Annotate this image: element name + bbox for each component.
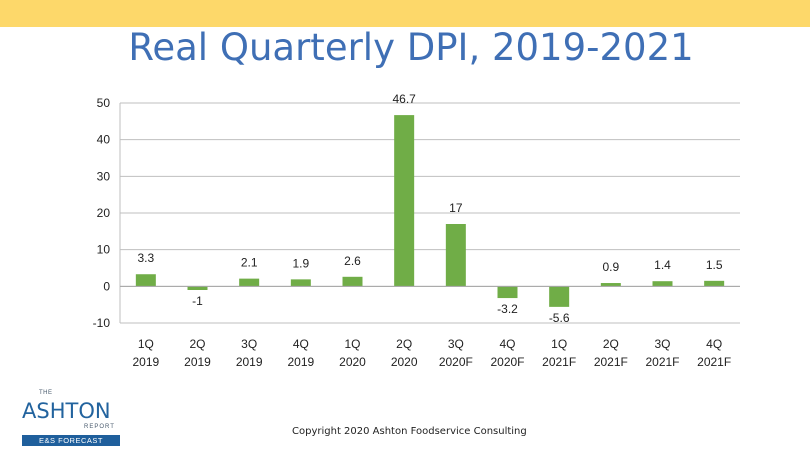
y-tick-label: 10	[97, 243, 111, 257]
x-tick-label: 2021F	[645, 355, 679, 369]
x-tick-label: 2020F	[439, 355, 473, 369]
data-label: 2.6	[344, 254, 361, 268]
x-tick-label: 4Q	[499, 337, 515, 351]
bar	[239, 278, 260, 287]
y-tick-label: 0	[103, 279, 110, 293]
y-tick-label: 20	[97, 206, 111, 220]
data-label: 1.9	[292, 256, 309, 270]
x-tick-label: 4Q	[706, 337, 722, 351]
data-label: 3.3	[137, 251, 154, 265]
x-tick-label: 1Q	[138, 337, 154, 351]
bar	[600, 283, 621, 287]
top-accent-bar	[0, 0, 810, 27]
x-tick-label: 2021F	[697, 355, 731, 369]
x-tick-label: 3Q	[241, 337, 257, 351]
x-tick-label: 2Q	[396, 337, 412, 351]
data-label: 2.1	[241, 256, 258, 270]
x-tick-label: 3Q	[654, 337, 670, 351]
data-label: -5.6	[549, 311, 570, 325]
y-tick-label: 40	[97, 133, 111, 147]
data-label: -1	[192, 294, 203, 308]
data-label: 46.7	[392, 92, 416, 106]
x-tick-label: 2020F	[490, 355, 524, 369]
x-tick-label: 4Q	[293, 337, 309, 351]
y-tick-label: 30	[97, 169, 111, 183]
bar	[342, 276, 363, 287]
y-tick-label: 50	[97, 96, 111, 110]
x-tick-label: 1Q	[551, 337, 567, 351]
x-tick-label: 1Q	[344, 337, 360, 351]
data-label: 1.4	[654, 258, 671, 272]
x-tick-label: 2021F	[594, 355, 628, 369]
copyright-text: Copyright 2020 Ashton Foodservice Consul…	[292, 426, 527, 437]
x-tick-label: 2021F	[542, 355, 576, 369]
bar	[445, 224, 466, 287]
data-label: 1.5	[706, 258, 723, 272]
x-tick-label: 2019	[236, 355, 263, 369]
bar	[135, 274, 156, 287]
x-tick-label: 2Q	[603, 337, 619, 351]
ashton-report-logo: THE ASHTON REPORT E&S FORECAST	[22, 390, 126, 452]
y-tick-label: -10	[93, 316, 111, 330]
x-tick-label: 2019	[287, 355, 314, 369]
data-label: 17	[449, 201, 463, 215]
bar	[187, 286, 208, 290]
logo-band-text: E&S FORECAST	[22, 435, 120, 446]
x-tick-label: 2020	[339, 355, 366, 369]
bar	[549, 286, 570, 307]
bar	[652, 281, 673, 287]
data-label: -3.2	[497, 302, 518, 316]
logo-name-text: ASHTON	[22, 399, 111, 423]
bar	[290, 279, 311, 287]
x-tick-label: 3Q	[448, 337, 464, 351]
bar	[704, 280, 725, 287]
x-tick-label: 2019	[132, 355, 159, 369]
bar	[497, 286, 518, 299]
logo-report-text: REPORT	[84, 424, 115, 430]
x-tick-label: 2019	[184, 355, 211, 369]
page-title: Real Quarterly DPI, 2019-2021	[128, 26, 694, 69]
x-tick-label: 2020	[391, 355, 418, 369]
x-tick-label: 2Q	[189, 337, 205, 351]
bar	[394, 115, 415, 287]
logo-the-text: THE	[39, 390, 53, 396]
data-label: 0.9	[602, 260, 619, 274]
